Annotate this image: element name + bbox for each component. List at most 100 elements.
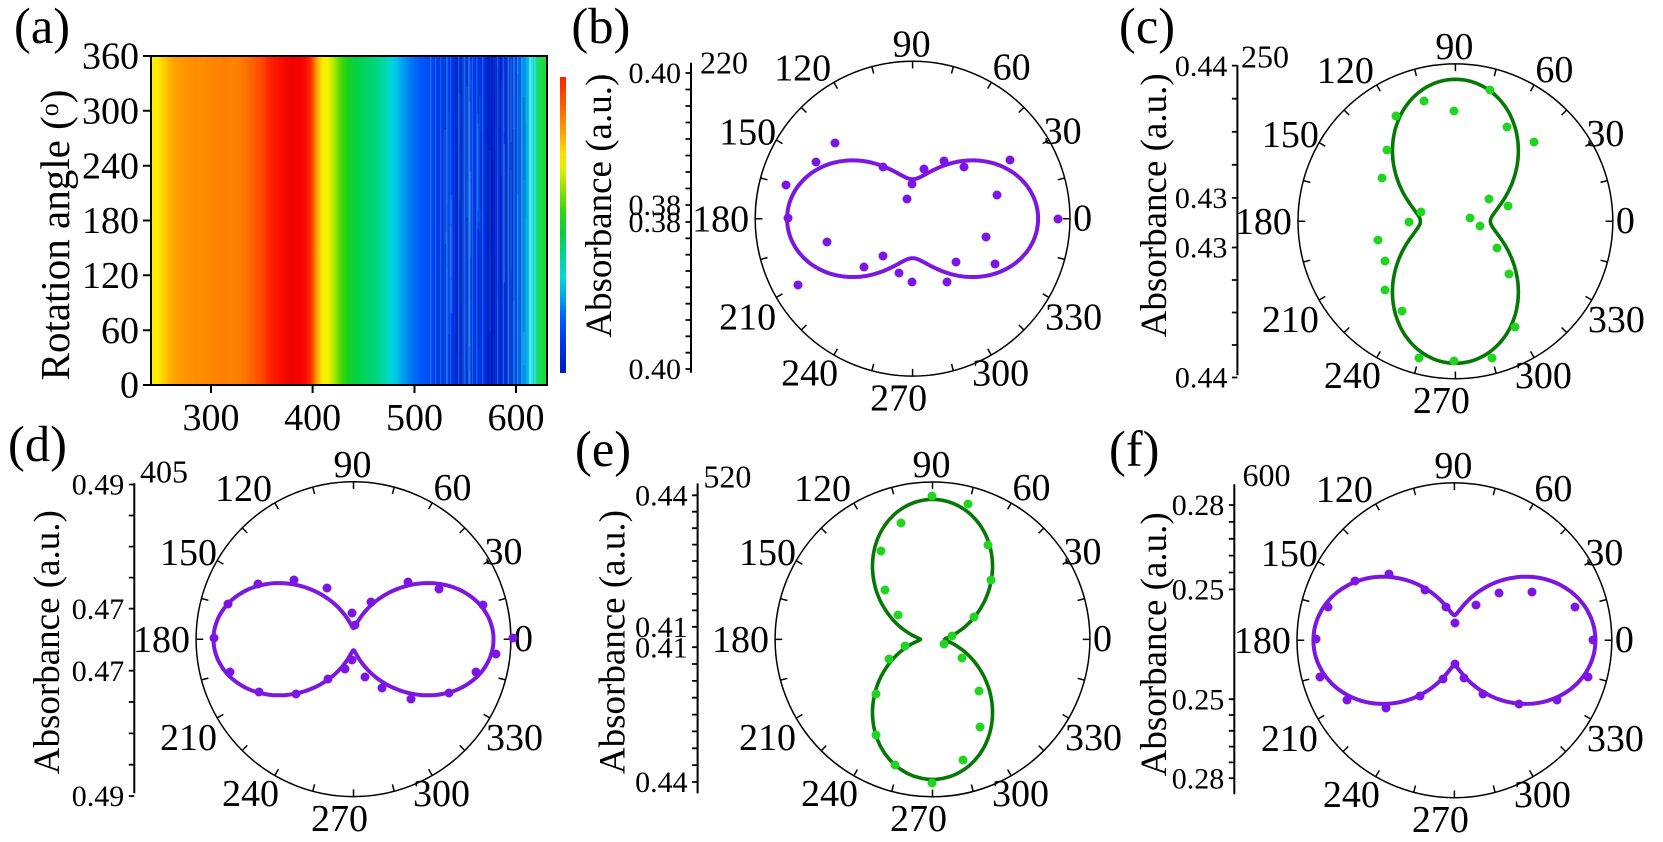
- svg-text:0.47: 0.47: [72, 655, 125, 688]
- svg-text:0: 0: [1073, 197, 1092, 239]
- svg-text:400: 400: [284, 397, 341, 439]
- svg-text:(a): (a): [14, 0, 70, 54]
- svg-text:500: 500: [386, 397, 443, 439]
- svg-text:0.49: 0.49: [72, 780, 125, 813]
- svg-text:250: 250: [1241, 39, 1289, 75]
- svg-text:30: 30: [1586, 113, 1624, 155]
- svg-text:90: 90: [334, 444, 372, 486]
- svg-text:90: 90: [913, 444, 951, 486]
- svg-text:360: 360: [82, 36, 139, 78]
- svg-text:300: 300: [992, 773, 1049, 815]
- svg-text:270: 270: [311, 798, 368, 840]
- svg-text:60: 60: [1013, 467, 1051, 509]
- svg-text:240: 240: [222, 773, 279, 815]
- svg-text:405: 405: [140, 454, 188, 490]
- svg-text:330: 330: [1587, 718, 1644, 760]
- svg-text:520: 520: [703, 459, 751, 495]
- svg-text:120: 120: [215, 468, 272, 510]
- svg-text:300: 300: [82, 91, 139, 133]
- svg-text:(d): (d): [8, 416, 67, 472]
- svg-text:150: 150: [160, 532, 217, 574]
- svg-text:0.25: 0.25: [1172, 683, 1225, 716]
- svg-text:330: 330: [1588, 299, 1645, 341]
- svg-text:270: 270: [1413, 380, 1470, 422]
- svg-text:270: 270: [1412, 799, 1469, 841]
- svg-text:Absorbance (a.u.): Absorbance (a.u.): [1134, 73, 1175, 337]
- svg-text:Rotation angle (o): Rotation angle (o): [32, 90, 78, 381]
- svg-text:600: 600: [488, 397, 545, 439]
- svg-text:(b): (b): [571, 0, 630, 54]
- svg-text:60: 60: [101, 310, 139, 352]
- svg-text:330: 330: [1065, 717, 1122, 759]
- svg-text:240: 240: [1324, 355, 1381, 397]
- svg-text:240: 240: [1323, 774, 1380, 816]
- svg-text:150: 150: [719, 111, 776, 153]
- svg-text:0: 0: [1616, 200, 1635, 242]
- svg-text:(e): (e): [575, 421, 631, 477]
- svg-text:240: 240: [781, 352, 838, 394]
- svg-text:180: 180: [82, 200, 139, 242]
- svg-text:150: 150: [1261, 533, 1318, 575]
- svg-text:0.28: 0.28: [1172, 489, 1225, 522]
- svg-text:0.47: 0.47: [72, 593, 125, 626]
- svg-text:0.38: 0.38: [629, 189, 682, 222]
- svg-text:240: 240: [82, 145, 139, 187]
- svg-text:150: 150: [1262, 114, 1319, 156]
- svg-text:Absorbance (a.u.): Absorbance (a.u.): [592, 510, 633, 774]
- svg-text:180: 180: [133, 619, 190, 661]
- svg-text:0.44: 0.44: [1175, 362, 1228, 395]
- svg-text:(f): (f): [1109, 421, 1159, 477]
- svg-text:0.41: 0.41: [635, 611, 688, 644]
- svg-text:300: 300: [183, 397, 240, 439]
- svg-text:30: 30: [1044, 110, 1082, 152]
- svg-text:210: 210: [1262, 299, 1319, 341]
- svg-text:210: 210: [739, 717, 796, 759]
- svg-text:0: 0: [1615, 619, 1634, 661]
- svg-text:300: 300: [972, 352, 1029, 394]
- svg-text:180: 180: [692, 198, 749, 240]
- svg-text:30: 30: [485, 531, 523, 573]
- svg-text:120: 120: [1316, 469, 1373, 511]
- svg-text:0.40: 0.40: [629, 353, 682, 386]
- svg-text:0.41: 0.41: [635, 631, 688, 664]
- svg-text:90: 90: [1434, 445, 1472, 487]
- svg-text:180: 180: [712, 619, 769, 661]
- svg-text:Absorbance (a.u.): Absorbance (a.u.): [579, 74, 620, 338]
- svg-text:0.25: 0.25: [1172, 574, 1225, 607]
- svg-text:(c): (c): [1119, 0, 1175, 54]
- svg-text:0.44: 0.44: [635, 480, 688, 513]
- svg-text:60: 60: [1535, 49, 1573, 91]
- svg-text:120: 120: [82, 255, 139, 297]
- svg-text:120: 120: [1317, 50, 1374, 92]
- svg-text:180: 180: [1235, 201, 1292, 243]
- svg-text:210: 210: [160, 717, 217, 759]
- svg-text:150: 150: [739, 532, 796, 574]
- svg-text:60: 60: [434, 467, 472, 509]
- svg-text:300: 300: [1515, 355, 1572, 397]
- svg-text:0.28: 0.28: [1172, 762, 1225, 795]
- svg-text:0.43: 0.43: [1175, 182, 1228, 215]
- svg-text:220: 220: [700, 45, 748, 81]
- svg-text:270: 270: [890, 798, 947, 840]
- svg-text:330: 330: [486, 717, 543, 759]
- svg-text:0.38: 0.38: [629, 206, 682, 239]
- svg-text:600: 600: [1243, 457, 1291, 493]
- svg-text:0: 0: [1093, 618, 1112, 660]
- svg-text:270: 270: [870, 377, 927, 419]
- svg-text:0.44: 0.44: [635, 766, 688, 799]
- svg-text:240: 240: [801, 773, 858, 815]
- svg-text:60: 60: [1534, 468, 1572, 510]
- svg-text:330: 330: [1045, 296, 1102, 338]
- svg-text:0.40: 0.40: [629, 57, 682, 90]
- svg-text:180: 180: [1234, 620, 1291, 662]
- svg-text:60: 60: [993, 46, 1031, 88]
- svg-text:0.49: 0.49: [72, 469, 125, 502]
- svg-text:0.43: 0.43: [1175, 232, 1228, 265]
- svg-text:90: 90: [893, 23, 931, 65]
- svg-text:120: 120: [794, 468, 851, 510]
- svg-text:90: 90: [1435, 26, 1473, 68]
- svg-text:0: 0: [514, 618, 533, 660]
- svg-text:120: 120: [774, 47, 831, 89]
- svg-text:0: 0: [120, 365, 139, 407]
- svg-text:0.44: 0.44: [1175, 50, 1228, 83]
